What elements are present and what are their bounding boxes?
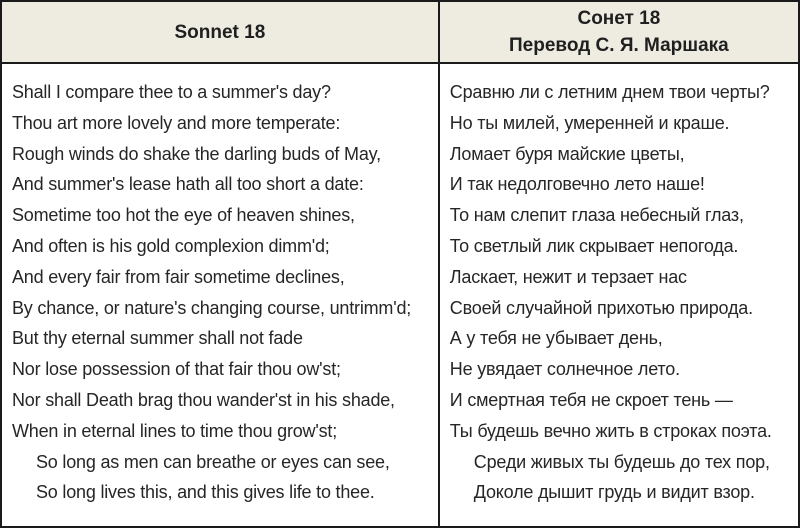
english-poem-line: When in eternal lines to time thou grow'… <box>12 420 337 441</box>
english-poem-line: And every fair from fair sometime declin… <box>12 266 345 287</box>
russian-poem-line: Сравню ли с летним днем твои черты? <box>449 82 770 102</box>
english-poem-line: Sometime too hot the eye of heaven shine… <box>12 205 355 226</box>
english-poem-line: But thy eternal summer shall not fade <box>12 328 303 349</box>
russian-poem-line: Ты будешь вечно жить в строках поэта. <box>449 420 772 441</box>
english-poem-line-couplet: So long lives this, and this gives life … <box>36 482 375 503</box>
english-poem-line: Nor lose possession of that fair thou ow… <box>12 359 341 380</box>
header-cell-russian: Сонет 18 Перевод С. Я. Маршака <box>440 2 798 62</box>
english-poem-line: Shall I compare thee to a summer's day? <box>12 82 331 102</box>
russian-poem-line: А у тебя не убывает день, <box>449 328 663 349</box>
table-header-row: Sonnet 18 Сонет 18 Перевод С. Я. Маршака <box>2 2 798 64</box>
russian-poem-line-couplet: Среди живых ты будешь до тех пор, <box>473 451 770 472</box>
russian-poem-line-couplet: Доколе дышит грудь и видит взор. <box>473 482 755 503</box>
english-poem-line: Rough winds do shake the darling buds of… <box>12 143 381 164</box>
english-column-title: Sonnet 18 <box>174 21 266 43</box>
russian-poem-line: И смертная тебя не скроет тень — <box>449 389 733 410</box>
russian-poem-line: Ласкает, нежит и терзает нас <box>449 266 687 287</box>
russian-poem-line: Но ты милей, умеренней и краше. <box>449 112 730 133</box>
russian-poem-line: То светлый лик скрывает непогода. <box>449 235 739 256</box>
english-poem-line-couplet: So long as men can breathe or eyes can s… <box>36 451 390 472</box>
english-poem-line: And often is his gold complexion dimm'd; <box>12 235 330 256</box>
english-poem-line: And summer's lease hath all too short a … <box>12 174 364 195</box>
table-body-row: Shall I compare thee to a summer's day? … <box>2 64 798 526</box>
russian-poem-line: И так недолговечно лето наше! <box>449 174 705 195</box>
header-cell-english: Sonnet 18 <box>2 2 440 62</box>
english-poem-cell: Shall I compare thee to a summer's day? … <box>2 64 440 526</box>
english-poem-line: By chance, or nature's changing course, … <box>12 297 412 318</box>
russian-poem-line: Не увядает солнечное лето. <box>449 359 680 380</box>
russian-poem-cell: Сравню ли с летним днем твои черты? Но т… <box>440 64 798 526</box>
english-poem-line: Thou art more lovely and more temperate: <box>12 112 341 133</box>
russian-poem-line: Ломает буря майские цветы, <box>449 143 685 164</box>
russian-column-subtitle: Перевод С. Я. Маршака <box>509 35 729 56</box>
english-poem-line: Nor shall Death brag thou wander'st in h… <box>12 389 395 410</box>
russian-column-title: Сонет 18 <box>577 8 661 29</box>
russian-poem-line: Своей случайной прихотью природа. <box>449 297 753 318</box>
russian-poem-line: То нам слепит глаза небесный глаз, <box>449 205 744 226</box>
